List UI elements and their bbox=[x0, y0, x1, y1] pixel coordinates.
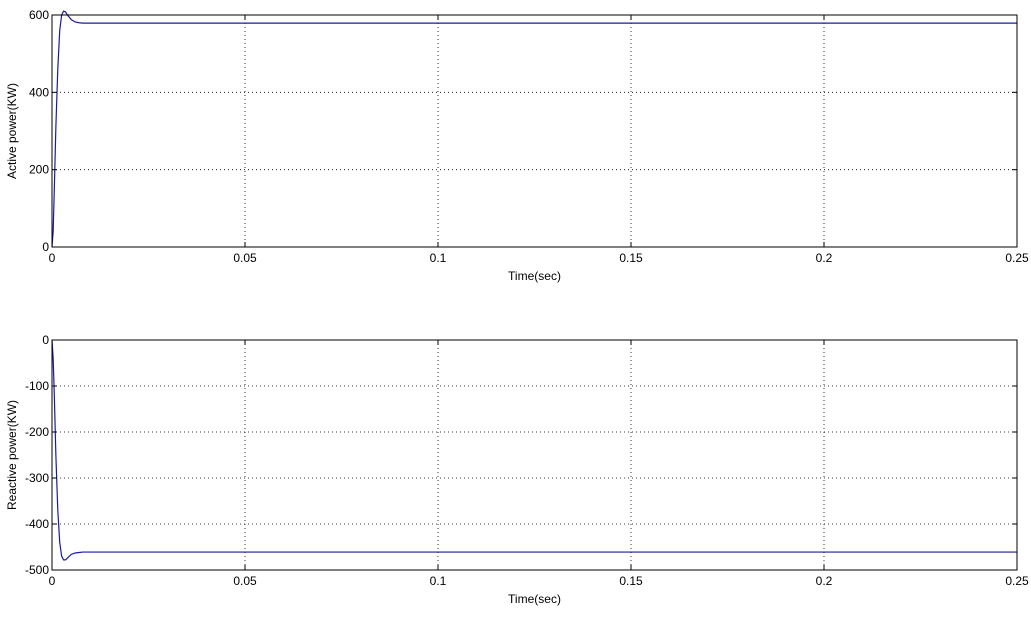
reactive-power-y-axis-label: Reactive power(KW) bbox=[5, 400, 19, 510]
active-power-y-tick-label: 600 bbox=[29, 8, 49, 22]
reactive-power-x-tick-label: 0 bbox=[49, 574, 56, 588]
active-power-series bbox=[51, 10, 1017, 248]
reactive-power-x-ticks: 0 0.05 0.1 0.15 0.2 0.25 bbox=[49, 340, 1029, 588]
reactive-power-x-tick-label: 0.15 bbox=[619, 574, 643, 588]
active-power-y-axis-label: Active power(KW) bbox=[5, 83, 19, 179]
reactive-power-grid bbox=[52, 340, 1017, 570]
active-power-x-ticks: 0 0.05 0.1 0.15 0.2 0.25 bbox=[49, 15, 1029, 265]
active-power-x-tick-label: 0 bbox=[49, 251, 56, 265]
active-power-series-line bbox=[51, 10, 1017, 248]
reactive-power-x-tick-label: 0.2 bbox=[816, 574, 833, 588]
reactive-power-y-tick-label: 0 bbox=[42, 333, 49, 347]
reactive-power-y-tick-label: -500 bbox=[25, 563, 49, 577]
reactive-power-y-tick-label: -300 bbox=[25, 471, 49, 485]
active-power-plot: 0 0.05 0.1 0.15 0.2 0.25 0 200 400 600 Time(sec)… bbox=[5, 8, 1029, 283]
active-power-y-ticks: 0 200 400 600 bbox=[29, 8, 1017, 254]
active-power-y-tick-label: 400 bbox=[29, 85, 49, 99]
active-power-x-tick-label: 0.05 bbox=[233, 251, 257, 265]
active-power-x-axis-label: Time(sec) bbox=[508, 269, 561, 283]
active-power-y-tick-label: 0 bbox=[42, 240, 49, 254]
reactive-power-y-tick-label: -400 bbox=[25, 517, 49, 531]
active-power-y-tick-label: 200 bbox=[29, 163, 49, 177]
active-power-x-tick-label: 0.1 bbox=[430, 251, 447, 265]
active-power-grid bbox=[52, 15, 1017, 247]
active-power-x-tick-label: 0.15 bbox=[619, 251, 643, 265]
active-power-x-tick-label: 0.2 bbox=[816, 251, 833, 265]
reactive-power-series bbox=[51, 339, 1017, 561]
active-power-x-tick-label: 0.25 bbox=[1005, 251, 1029, 265]
reactive-power-axes-box bbox=[51, 339, 1018, 571]
reactive-power-y-ticks: -500 -400 -300 -200 -100 0 bbox=[25, 333, 1017, 577]
reactive-power-x-tick-label: 0.05 bbox=[233, 574, 257, 588]
reactive-power-plot: 0 0.05 0.1 0.15 0.2 0.25 -500 -400 -300 -200 -100… bbox=[5, 333, 1029, 606]
reactive-power-x-tick-label: 0.1 bbox=[430, 574, 447, 588]
reactive-power-y-tick-label: -200 bbox=[25, 425, 49, 439]
active-power-axes-box bbox=[51, 14, 1018, 248]
reactive-power-x-axis-label: Time(sec) bbox=[508, 592, 561, 606]
reactive-power-series-line bbox=[51, 339, 1017, 561]
reactive-power-y-tick-label: -100 bbox=[25, 379, 49, 393]
reactive-power-x-tick-label: 0.25 bbox=[1005, 574, 1029, 588]
